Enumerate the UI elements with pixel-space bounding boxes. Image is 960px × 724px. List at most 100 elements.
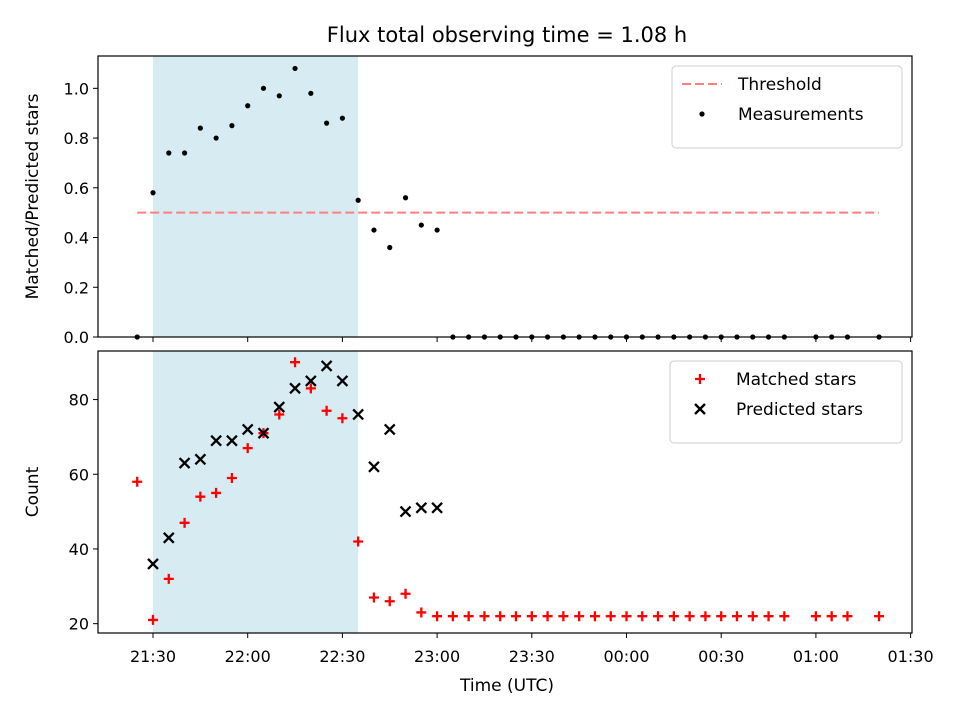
data-point [355,197,361,203]
x-tick-label: 00:30 [698,647,744,666]
data-point [320,360,333,372]
data-point [150,190,156,196]
data-point [874,611,885,622]
data-point [245,103,251,109]
data-point [684,611,695,622]
data-point [352,408,364,421]
data-point [810,611,821,622]
legend-box [671,65,903,149]
data-point [731,611,742,622]
y-tick-label: 40 [69,540,89,559]
x-tick-label: 01:30 [888,647,934,666]
data-point [162,531,175,544]
shaded-observing-window [153,351,359,633]
data-point [308,90,314,96]
legend-label: Measurements [738,105,864,125]
data-point [166,150,172,156]
x-tick-label: 21:30 [130,647,176,666]
data-point [826,611,837,622]
plot-frame [97,350,913,634]
legend: Threshold Measurements [671,65,903,149]
data-point [621,611,632,622]
data-point [637,611,648,622]
data-point [181,150,188,156]
data-point [415,502,428,514]
y-axis-label: Matched/Predicted stars [23,93,43,299]
data-point [276,93,282,99]
data-point [668,611,679,622]
legend-swatch [695,374,705,384]
data-point [434,227,440,233]
legend-box [669,360,903,444]
y-tick-label: 1.0 [64,79,89,98]
data-point [526,611,537,622]
data-point [241,423,254,436]
data-point [700,611,711,622]
data-point [211,487,222,498]
data-point [292,65,298,72]
data-point [368,460,380,473]
data-point [213,135,219,141]
data-point [432,611,443,622]
y-tick-label: 80 [69,391,89,410]
data-point [558,611,569,622]
data-point [383,423,396,436]
y-tick-label: 0.8 [64,129,89,148]
data-point [353,536,364,547]
legend: Matched stars Predicted stars [669,360,903,444]
data-point [226,472,237,483]
series-predicted-stars [147,360,443,570]
data-point [416,607,427,618]
data-point [542,611,553,622]
x-tick-label: 23:00 [414,647,460,666]
data-point [179,517,190,528]
y-axis-label: Count [23,466,43,517]
data-point [716,611,727,622]
data-point [305,375,317,387]
legend-label: Predicted stars [736,400,863,420]
data-point [368,592,379,603]
data-point [289,382,301,395]
data-point [653,611,664,622]
legend-swatch [699,111,705,117]
legend-label: Threshold [737,75,822,95]
data-point [400,588,411,599]
data-point [195,491,206,502]
data-point [178,457,191,469]
data-point [273,401,286,413]
data-point [305,383,316,394]
data-point [290,357,301,368]
data-point [274,409,285,420]
data-point [447,611,458,622]
data-point [148,614,158,625]
data-point [321,405,332,416]
y-tick-label: 0.0 [64,328,89,347]
legend-swatch [694,403,706,415]
data-point [747,611,758,622]
data-point [589,611,600,622]
data-point [418,222,424,228]
data-point [495,611,506,622]
y-tick-label: 60 [69,465,89,484]
data-point [384,596,395,607]
data-point [242,443,253,454]
data-point [337,413,348,424]
data-point [511,611,522,622]
y-tick-label: 0.2 [64,278,89,297]
data-point [605,611,616,622]
y-tick-label: 0.4 [64,229,89,248]
y-tick-label: 20 [69,615,89,634]
x-axis-label: Time (UTC) [459,676,554,696]
y-tick-label: 0.6 [64,179,89,198]
data-point [339,115,345,121]
x-tick-label: 23:30 [509,647,555,666]
panel-ratio: 0.0 0.2 0.4 0.6 0.8 1.0 Matched/Predicted star… [23,55,913,347]
data-point [163,573,174,584]
legend-label: Matched stars [736,370,856,390]
data-point [229,123,235,129]
data-point [779,611,790,622]
x-tick-label: 01:00 [793,647,839,666]
x-tick-label: 00:00 [603,647,649,666]
data-point [387,244,393,251]
